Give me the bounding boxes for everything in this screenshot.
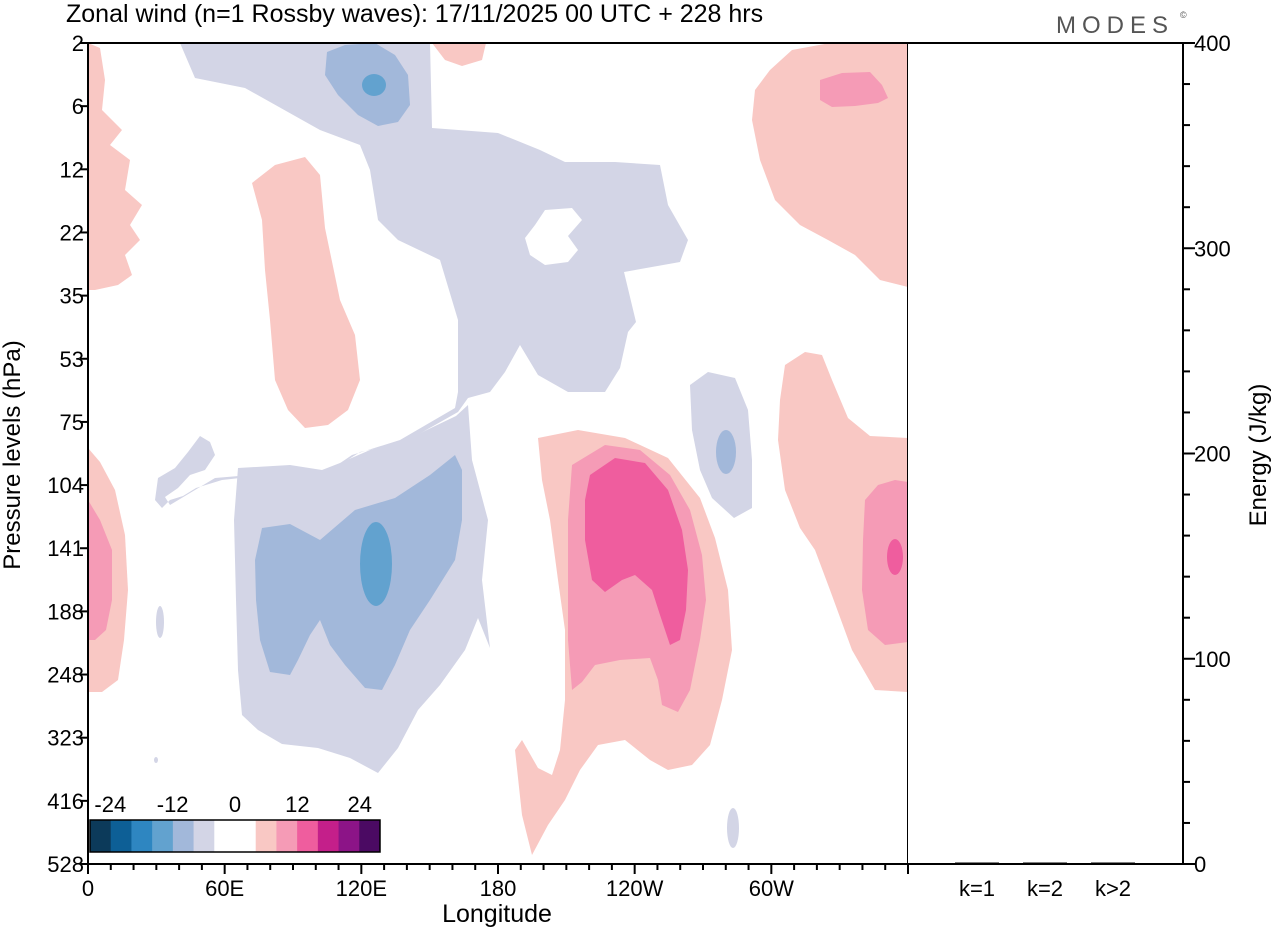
x-tick-label: 60E [205,876,244,901]
contour-neg-light-upper [155,43,688,508]
colorbar-cell [317,820,340,852]
x-tick-label: 0 [82,876,94,901]
colorbar-cell [131,820,153,852]
energy-category-label: k=2 [1027,876,1063,901]
colorbar-cell [235,820,257,852]
y-tick-label: 2 [72,31,84,56]
y-tick-label: 188 [47,599,84,624]
energy-category-label: k=1 [959,876,995,901]
brand-mark: © [1180,10,1187,20]
pressure-axis: 2 6 12 22 35 53 75 104 141 188 248 323 416 528 [47,31,88,877]
colorbar-cells [89,819,381,853]
y-tick-label: 528 [47,852,84,877]
colorbar-label: 12 [285,792,309,817]
contour-neg-light-small1 [156,606,164,638]
x-tick-label: 60W [749,876,794,901]
colorbar-label: -12 [157,792,189,817]
colorbar-cell [172,820,195,852]
energy-panel: 0 100 200 300 400 k=1 k=2 k>2 Energy (J/kg) [908,31,1272,901]
colorbar-cell [110,820,132,852]
contour-pos-light-stripe [252,157,360,428]
colorbar-labels: -24 -12 0 12 24 [94,792,372,817]
colorbar-cell [359,820,381,852]
colorbar-cell [90,820,112,852]
y-tick-label: 12 [60,157,84,182]
y-axis-label: Pressure levels (hPa) [0,340,26,569]
chart-title: Zonal wind (n=1 Rossby waves): 17/11/202… [66,0,763,28]
energy-bar [1091,862,1135,864]
colorbar-cell [255,820,277,852]
colorbar-label: 0 [229,792,241,817]
y-tick-label: 416 [47,789,84,814]
x-tick-label: 120E [336,876,387,901]
longitude-axis: 0 60E 120E 180 120W 60W [82,864,909,901]
colorbar-cell [338,820,360,852]
contour-neg-dark-lower [360,522,392,606]
contour-neg-light-small2 [727,808,739,848]
contour-plot-area: 2 6 12 22 35 53 75 104 141 188 248 323 416 528 0 60E 12… [0,31,909,928]
x-tick-label: 120W [606,876,664,901]
energy-tick-label: 0 [1194,852,1206,877]
contour-pos-dark-east [887,539,903,575]
x-tick-label: 180 [480,876,517,901]
energy-axis: 0 100 200 300 400 [1183,31,1231,877]
contour-pos-light-west [88,43,142,290]
colorbar-cell [276,820,298,852]
energy-tick-label: 300 [1194,236,1231,261]
contour-pos-dark-center [585,458,688,645]
energy-tick-label: 200 [1194,442,1231,467]
contour-pos-light-top [432,43,486,66]
contour-pos-med-sw [88,500,112,640]
contour-neg-dark-upper [362,74,386,96]
contour-fills [88,43,908,855]
y-tick-label: 6 [72,94,84,119]
energy-tick-label: 100 [1194,647,1231,672]
y-tick-label: 141 [47,536,84,561]
contour-neg-light-dot [154,757,158,763]
y-tick-label: 75 [60,410,84,435]
y-tick-label: 35 [60,284,84,309]
contour-pos-med-ne [820,72,888,107]
energy-axis-label: Energy (J/kg) [1245,384,1272,527]
colorbar-label: -24 [94,792,126,817]
colorbar: -24 -12 0 12 24 [89,792,381,853]
contour-neg-med-east [716,430,736,474]
y-tick-label: 104 [47,473,84,498]
colorbar-label: 24 [347,792,371,817]
colorbar-cell [297,820,319,852]
colorbar-cell [193,820,215,852]
y-tick-label: 323 [47,726,84,751]
y-tick-label: 53 [60,347,84,372]
colorbar-cell [152,820,174,852]
contour-hole [525,208,582,265]
colorbar-frame [89,819,381,853]
x-axis-label: Longitude [442,900,552,928]
brand-logo: MODES [1056,12,1174,39]
contour-neg-med-lower [255,455,462,690]
colorbar-cell [214,820,236,852]
energy-tick-label: 400 [1194,31,1231,56]
energy-bars: k=1 k=2 k>2 [955,862,1135,901]
y-tick-label: 22 [60,220,84,245]
energy-category-label: k>2 [1095,876,1131,901]
y-tick-label: 248 [47,663,84,688]
energy-bar [1023,862,1067,864]
contour-pos-med-east [862,480,908,645]
energy-bar [955,862,999,864]
